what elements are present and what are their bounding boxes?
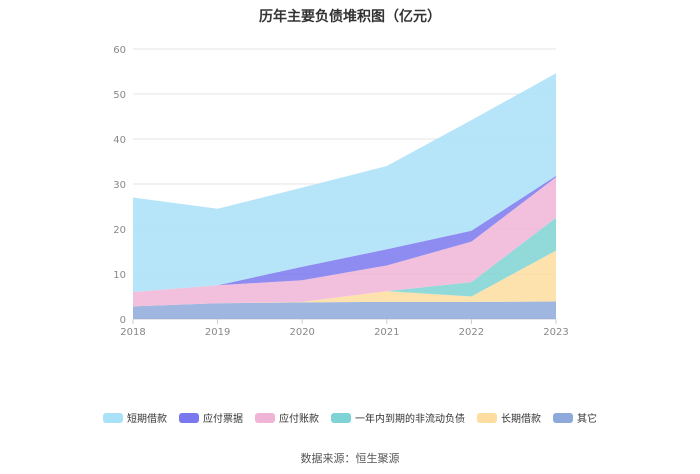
legend-label: 长期借款 bbox=[501, 414, 541, 425]
legend-item[interactable]: 长期借款 bbox=[477, 410, 541, 425]
y-tick-label: 40 bbox=[113, 135, 126, 146]
x-tick-label: 2018 bbox=[120, 327, 145, 338]
legend-item[interactable]: 其它 bbox=[553, 410, 597, 425]
area-series-4 bbox=[133, 175, 556, 292]
area-layers bbox=[133, 73, 556, 319]
legend-label: 一年内到期的非流动负债 bbox=[355, 414, 465, 425]
area-series-3 bbox=[133, 177, 556, 307]
legend-item[interactable]: 短期借款 bbox=[103, 410, 167, 425]
y-tick-label: 0 bbox=[120, 315, 126, 326]
legend-swatch bbox=[255, 412, 275, 423]
legend-swatch bbox=[477, 412, 497, 423]
area-series-0 bbox=[133, 301, 556, 319]
y-tick-label: 60 bbox=[113, 45, 126, 56]
y-tick-label: 50 bbox=[113, 90, 126, 101]
x-tick-label: 2019 bbox=[205, 327, 230, 338]
stacked-area-chart: 0 10 20 30 40 50 60 2018 2019 2020 2021 2022 2023 bbox=[113, 45, 568, 338]
legend-swatch bbox=[179, 412, 199, 423]
area-series-1 bbox=[133, 250, 556, 307]
x-tick-label: 2021 bbox=[374, 327, 399, 338]
y-tick-label: 10 bbox=[113, 270, 126, 281]
legend-label: 应付票据 bbox=[203, 414, 243, 425]
x-tick-label: 2022 bbox=[459, 327, 484, 338]
legend-label: 应付账款 bbox=[279, 414, 319, 425]
source-note: 数据来源：恒生聚源 bbox=[300, 452, 400, 465]
y-tick-label: 30 bbox=[113, 180, 126, 191]
legend: 短期借款 应付票据 应付账款 一年内到期的非流动负债 长期借款 其它 bbox=[0, 410, 700, 425]
area-series-5 bbox=[133, 73, 556, 292]
legend-label: 其它 bbox=[577, 414, 597, 425]
legend-swatch bbox=[553, 412, 573, 423]
axes: 0 10 20 30 40 50 60 2018 2019 2020 2021 2022 2023 bbox=[113, 45, 568, 338]
y-tick-label: 20 bbox=[113, 225, 126, 236]
legend-swatch bbox=[103, 412, 123, 423]
legend-item[interactable]: 一年内到期的非流动负债 bbox=[331, 410, 465, 425]
legend-swatch bbox=[331, 412, 351, 423]
x-tick-label: 2023 bbox=[543, 327, 568, 338]
legend-item[interactable]: 应付账款 bbox=[255, 410, 319, 425]
chart-title: 历年主要负债堆积图（亿元） bbox=[259, 9, 441, 25]
legend-item[interactable]: 应付票据 bbox=[179, 410, 243, 425]
x-tick-label: 2020 bbox=[289, 327, 314, 338]
legend-label: 短期借款 bbox=[127, 414, 167, 425]
